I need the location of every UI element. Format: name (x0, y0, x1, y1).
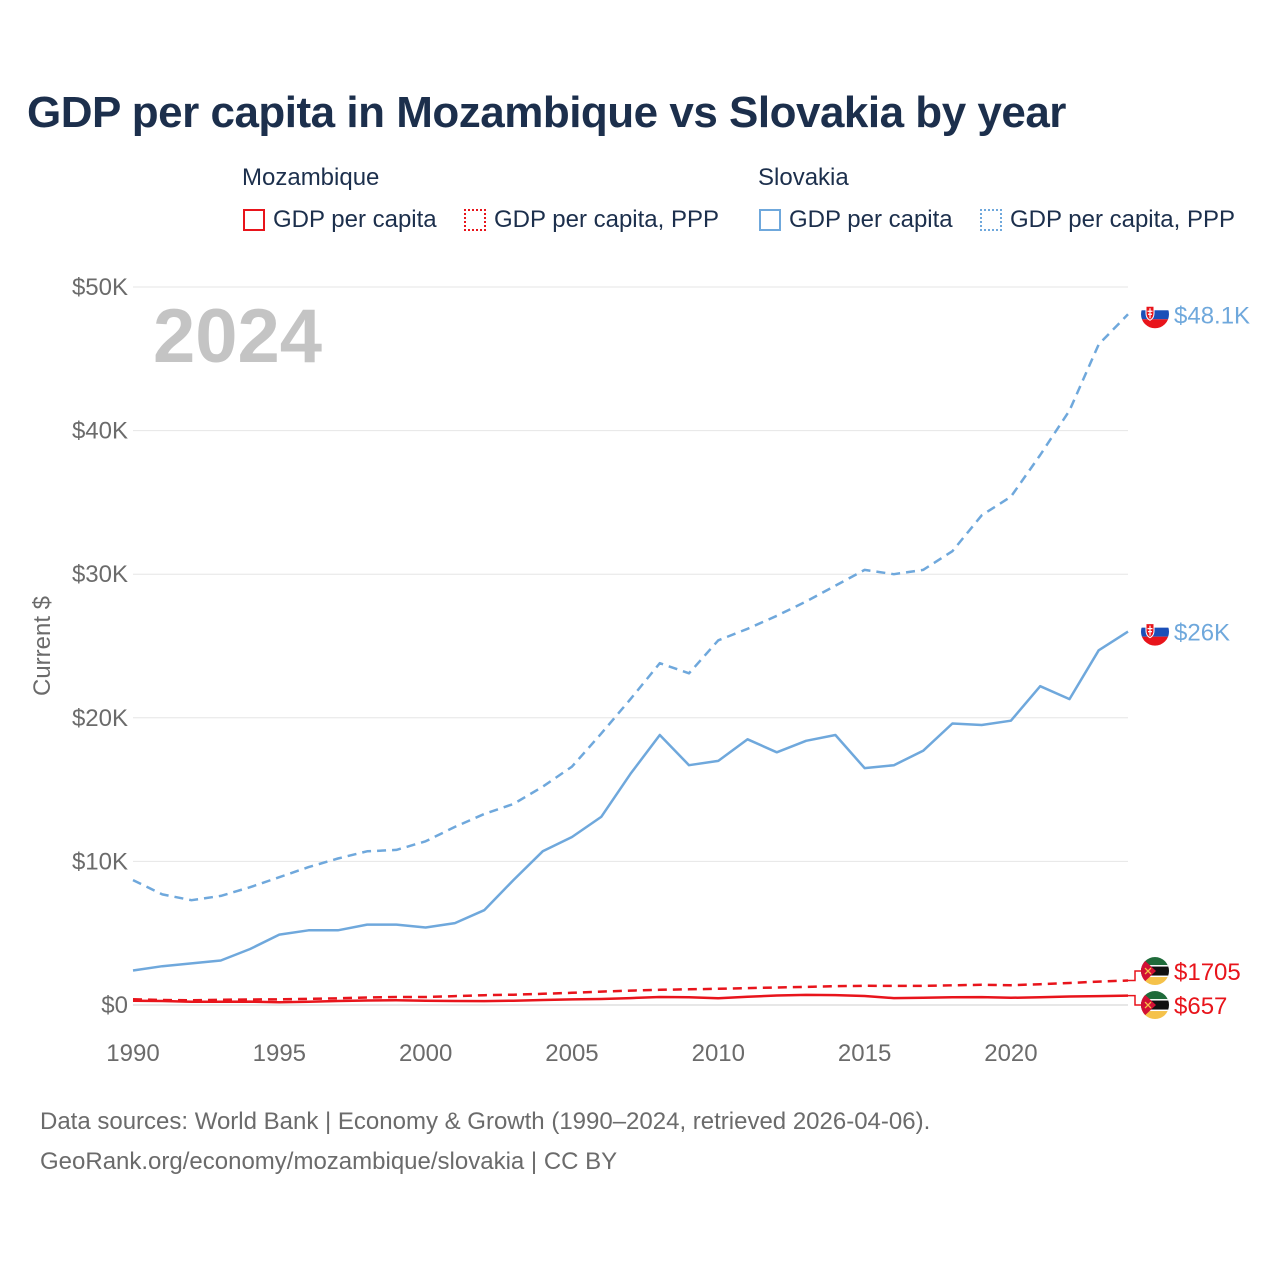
x-axis: 1990 1995 2000 2005 2010 2015 2020 (106, 1040, 1037, 1067)
legend-item-mozambique-ppp[interactable]: GDP per capita, PPP (464, 206, 719, 234)
series-line-mozambique-gdp[interactable] (132, 993, 1129, 1004)
legend-label: GDP per capita (273, 206, 437, 233)
legend-swatch-dotted-icon (464, 209, 486, 231)
legend-swatch-dotted-icon (980, 209, 1002, 231)
series-line-slovakia-gdp[interactable] (132, 630, 1129, 972)
end-value-label: $1705 (1174, 959, 1241, 986)
x-tick-label: 2020 (984, 1040, 1037, 1067)
legend-swatch-solid-icon (759, 209, 781, 231)
x-tick-label: 2015 (838, 1040, 891, 1067)
y-axis-label: Current $ (29, 596, 56, 696)
x-tick-label: 1995 (253, 1040, 306, 1067)
year-label: 2024 (153, 294, 322, 379)
x-tick-label: 2000 (399, 1040, 452, 1067)
end-markers: $48.1K $26K $1705 $657 (1128, 300, 1250, 1020)
slovakia-flag-icon (1141, 300, 1169, 329)
y-axis: $0 $10K $20K $30K $40K $50K (72, 274, 128, 1019)
series-line-mozambique-ppp[interactable] (132, 979, 1129, 1002)
legend-item-mozambique-gdp[interactable]: GDP per capita (243, 206, 437, 234)
end-value-label: $48.1K (1174, 302, 1250, 329)
x-tick-label: 2010 (692, 1040, 745, 1067)
y-tick-label: $40K (72, 418, 128, 445)
y-tick-label: $30K (72, 561, 128, 588)
grid (133, 286, 1128, 1006)
series (132, 313, 1129, 1004)
x-tick-label: 2005 (545, 1040, 598, 1067)
legend-group-mozambique: Mozambique (242, 164, 380, 191)
legend-swatch-solid-icon (243, 209, 265, 231)
legend-item-slovakia-ppp[interactable]: GDP per capita, PPP (980, 206, 1235, 234)
footer-url: GeoRank.org/economy/mozambique/slovakia … (40, 1148, 618, 1175)
x-tick-label: 1990 (106, 1040, 159, 1067)
footer-sources: Data sources: World Bank | Economy & Gro… (40, 1108, 931, 1135)
slovakia-flag-icon (1141, 617, 1169, 646)
legend-group-slovakia: Slovakia (758, 164, 849, 191)
legend-item-slovakia-gdp[interactable]: GDP per capita (759, 206, 953, 234)
label-leader (1128, 994, 1141, 1006)
chart-title: GDP per capita in Mozambique vs Slovakia… (27, 88, 1066, 137)
label-leader (1128, 970, 1141, 982)
mozambique-flag-icon (1141, 991, 1169, 1020)
mozambique-flag-icon (1141, 957, 1169, 986)
end-value-label: $657 (1174, 993, 1227, 1020)
legend-label: GDP per capita (789, 206, 953, 233)
series-line-slovakia-ppp[interactable] (132, 313, 1129, 902)
y-tick-label: $50K (72, 274, 128, 301)
y-tick-label: $20K (72, 705, 128, 732)
legend-label: GDP per capita, PPP (1010, 206, 1235, 233)
end-value-label: $26K (1174, 620, 1230, 647)
y-tick-label: $0 (101, 992, 128, 1019)
y-tick-label: $10K (72, 848, 128, 875)
legend-label: GDP per capita, PPP (494, 206, 719, 233)
